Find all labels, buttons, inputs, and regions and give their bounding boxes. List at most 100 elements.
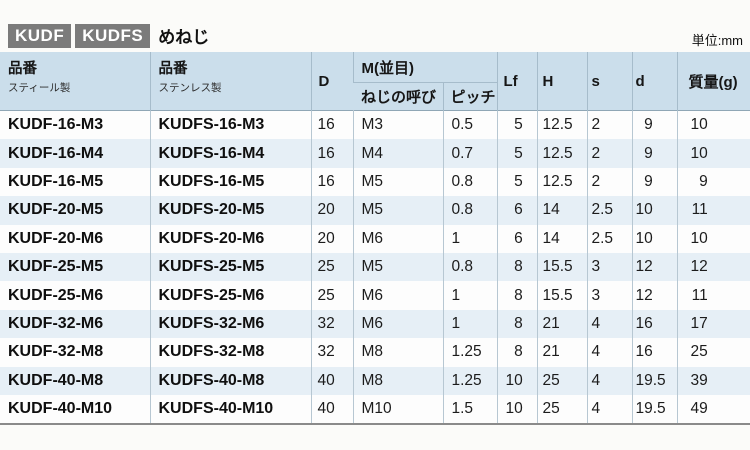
table-cell: M5 xyxy=(352,196,443,225)
table-cell: 1 xyxy=(442,281,497,310)
header-part-stainless-sub: ステンレス製 xyxy=(158,82,222,94)
table-cell: 25 xyxy=(310,252,353,282)
table-cell: 20 xyxy=(310,224,353,253)
spec-table: 品番 スティール製 品番 ステンレス製 D M(並目) Lf H s d 質量(… xyxy=(0,52,750,426)
table-cell: 8 xyxy=(496,281,537,310)
table-cell: 16 xyxy=(631,309,677,339)
table-cell: 9 xyxy=(676,167,750,197)
table-row: KUDF-25-M5 KUDFS-25-M5 25 M5 0.8 8 15.5 3 12 12 xyxy=(0,252,750,282)
table-cell: 0.8 xyxy=(442,167,497,197)
table-cell: 16 xyxy=(631,338,677,367)
header-part-stainless-title: 品番 xyxy=(158,61,188,77)
table-row: KUDF-16-M5 KUDFS-16-M5 16 M5 0.8 5 12.5 2 9 9 xyxy=(0,167,750,197)
table-cell: 32 xyxy=(310,338,353,367)
table-cell: 2.5 xyxy=(586,224,632,253)
header-part-steel-title: 品番 xyxy=(8,61,37,77)
header-mass: 質量(g) xyxy=(676,52,750,111)
table-cell: 19.5 xyxy=(631,366,677,395)
table-cell: 40 xyxy=(310,394,353,425)
table-cell: KUDF-40-M10 xyxy=(8,400,113,418)
table-cell: 16 xyxy=(310,110,353,140)
table-cell: 12 xyxy=(631,252,677,282)
table-cell: KUDF-20-M5 xyxy=(8,201,104,219)
spec-table-header: 品番 スティール製 品番 ステンレス製 D M(並目) Lf H s d 質量(… xyxy=(0,52,750,111)
header-d: d xyxy=(631,52,677,111)
table-cell: KUDF-16-M5 xyxy=(8,172,104,190)
table-cell: 2 xyxy=(586,110,632,140)
table-cell: 10 xyxy=(676,110,750,140)
table-row: KUDF-16-M3 KUDFS-16-M3 16 M3 0.5 5 12.5 2 9 10 xyxy=(0,110,750,140)
header-thread-call: ねじの呼び xyxy=(353,82,443,111)
table-cell: 10 xyxy=(496,394,537,425)
table-cell: 16 xyxy=(310,139,353,168)
table-cell: KUDFS-16-M4 xyxy=(149,139,311,168)
table-cell: 32 xyxy=(310,309,353,339)
table-cell: KUDFS-25-M5 xyxy=(149,252,311,282)
table-cell: M10 xyxy=(352,394,443,425)
table-cell: 14 xyxy=(536,196,587,225)
table-cell: KUDFS-16-M3 xyxy=(149,110,311,140)
table-cell: 25 xyxy=(536,366,587,395)
table-cell: KUDF-25-M5 xyxy=(8,258,104,276)
table-cell: 10 xyxy=(496,366,537,395)
table-cell: KUDFS-20-M5 xyxy=(149,196,311,225)
table-cell: KUDF-16-M3 xyxy=(8,116,104,134)
table-cell: 2.5 xyxy=(586,196,632,225)
table-cell: 9 xyxy=(631,139,677,168)
table-row: KUDF-40-M10 KUDFS-40-M10 40 M10 1.5 10 25 4 19.5… xyxy=(0,394,750,425)
table-cell: 11 xyxy=(676,281,750,310)
table-cell: 12 xyxy=(631,281,677,310)
table-row: KUDF-32-M8 KUDFS-32-M8 32 M8 1.25 8 21 4 16 25 xyxy=(0,338,750,367)
table-cell: 4 xyxy=(586,366,632,395)
table-cell: KUDF-20-M6 xyxy=(8,229,104,247)
table-cell: 21 xyxy=(536,309,587,339)
table-cell: M6 xyxy=(352,224,443,253)
series-badge-kudf: KUDF xyxy=(8,23,72,48)
table-cell: KUDF-32-M8 xyxy=(8,343,104,361)
table-cell: 8 xyxy=(496,309,537,339)
table-cell: KUDFS-40-M10 xyxy=(149,394,311,425)
table-cell: 1 xyxy=(442,224,497,253)
table-cell: 14 xyxy=(536,224,587,253)
table-cell: KUDFS-16-M5 xyxy=(149,167,311,197)
table-cell: 12.5 xyxy=(536,167,587,197)
table-cell: 10 xyxy=(631,224,677,253)
table-cell: KUDF-25-M6 xyxy=(8,286,104,304)
table-cell: 25 xyxy=(536,394,587,425)
table-cell: 49 xyxy=(676,394,750,425)
table-cell: 10 xyxy=(676,139,750,168)
table-cell: 12 xyxy=(676,252,750,282)
table-cell: 9 xyxy=(631,167,677,197)
table-cell: M5 xyxy=(352,252,443,282)
table-cell: KUDFS-32-M8 xyxy=(149,338,311,367)
header-part-stainless: 品番 ステンレス製 xyxy=(149,52,311,111)
table-cell: 19.5 xyxy=(631,394,677,425)
table-cell: KUDF-32-M6 xyxy=(8,314,104,332)
table-cell: 21 xyxy=(536,338,587,367)
table-cell: M8 xyxy=(352,366,443,395)
table-cell: 12.5 xyxy=(536,110,587,140)
table-cell: 2 xyxy=(586,167,632,197)
table-cell: 12.5 xyxy=(536,139,587,168)
table-cell: 1.5 xyxy=(442,394,497,425)
header-d-outer: D xyxy=(310,52,353,111)
table-cell: 0.5 xyxy=(442,110,497,140)
table-cell: 10 xyxy=(631,196,677,225)
spec-table-body: KUDF-16-M3 KUDFS-16-M3 16 M3 0.5 5 12.5 2 9 10 KUD… xyxy=(0,110,750,425)
table-row: KUDF-20-M5 KUDFS-20-M5 20 M5 0.8 6 14 2.5 10 11 xyxy=(0,196,750,225)
table-cell: 39 xyxy=(676,366,750,395)
table-cell: 25 xyxy=(310,281,353,310)
table-cell: 9 xyxy=(631,110,677,140)
header-part-steel-sub: スティール製 xyxy=(8,82,71,94)
header-s: s xyxy=(586,52,632,111)
table-cell: KUDF-16-M4 xyxy=(8,144,104,162)
table-cell: 4 xyxy=(586,338,632,367)
table-row: KUDF-16-M4 KUDFS-16-M4 16 M4 0.7 5 12.5 2 9 10 xyxy=(0,139,750,168)
header-h: H xyxy=(536,52,587,111)
table-cell: KUDFS-20-M6 xyxy=(149,224,311,253)
table-cell: M5 xyxy=(352,167,443,197)
table-cell: 20 xyxy=(310,196,353,225)
table-cell: M3 xyxy=(352,110,443,140)
table-cell: 25 xyxy=(676,338,750,367)
table-row: KUDF-40-M8 KUDFS-40-M8 40 M8 1.25 10 25 4 19.5 39 xyxy=(0,366,750,395)
